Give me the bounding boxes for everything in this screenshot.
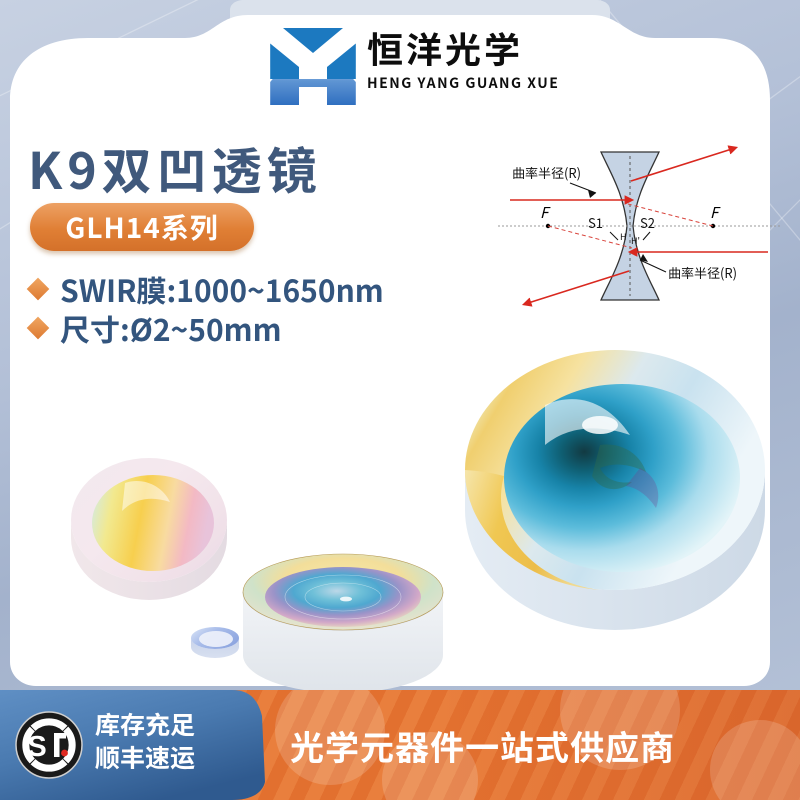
svg-text:F: F xyxy=(540,202,551,223)
svg-text:S1: S1 xyxy=(588,213,603,232)
svg-text:S: S xyxy=(27,731,46,763)
svg-text:H: H xyxy=(620,230,627,243)
svg-text:曲率半径(R): 曲率半径(R) xyxy=(512,163,581,182)
svg-text:F: F xyxy=(710,202,721,223)
svg-text:曲率半径(R): 曲率半径(R) xyxy=(668,263,737,282)
svg-text:H': H' xyxy=(631,234,640,247)
svg-text:S2: S2 xyxy=(640,213,655,232)
